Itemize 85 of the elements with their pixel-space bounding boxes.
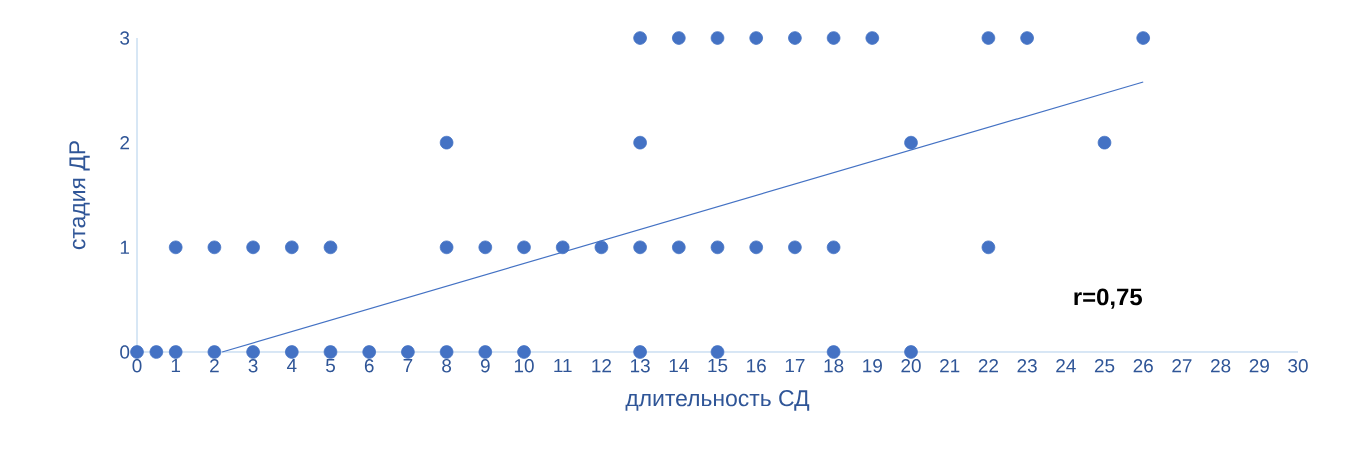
x-tick-label: 10 xyxy=(514,359,534,373)
point xyxy=(207,240,222,255)
x-tick-label: 27 xyxy=(1172,359,1192,373)
x-tick-label: 25 xyxy=(1094,359,1115,373)
x-tick-label: 17 xyxy=(785,359,805,373)
x-tick-label: 28 xyxy=(1211,359,1231,373)
annotation: r=0,75 xyxy=(1074,288,1142,309)
point xyxy=(439,240,454,255)
point xyxy=(1020,31,1034,45)
x-tick-label: 2 xyxy=(210,359,219,373)
point xyxy=(788,240,802,255)
point xyxy=(439,135,454,150)
point xyxy=(285,345,299,359)
point xyxy=(362,345,376,359)
x-tick-label: 3 xyxy=(248,359,258,373)
x-tick-label: 30 xyxy=(1288,359,1308,373)
point xyxy=(323,345,338,359)
x-tick-label: 19 xyxy=(863,359,882,373)
point xyxy=(1136,31,1150,45)
point xyxy=(517,345,531,359)
point xyxy=(149,345,164,359)
point xyxy=(981,31,996,45)
point xyxy=(710,31,725,45)
point xyxy=(168,240,183,255)
point xyxy=(633,345,647,359)
x-tick-label: 23 xyxy=(1017,359,1037,373)
x-tick-label: 29 xyxy=(1249,359,1269,373)
x-tick-label: 26 xyxy=(1133,359,1153,373)
point xyxy=(904,345,918,359)
point xyxy=(710,240,725,255)
x-tick-label: 5 xyxy=(325,359,335,373)
x-tick-label: 4 xyxy=(286,359,297,373)
point xyxy=(246,240,260,255)
point xyxy=(633,31,647,45)
x-tick-label: 15 xyxy=(708,359,728,373)
y-tick-label: 2 xyxy=(120,136,130,150)
point xyxy=(904,135,918,150)
point xyxy=(594,240,609,255)
point xyxy=(633,240,647,255)
y-tick-label: 0 xyxy=(120,345,130,359)
point xyxy=(826,31,841,45)
point xyxy=(168,345,183,359)
point xyxy=(517,240,531,255)
point xyxy=(672,240,686,255)
x-axis-title: длительность СД xyxy=(625,390,810,411)
x-tick-label: 20 xyxy=(901,359,921,373)
x-tick-label: 13 xyxy=(631,359,650,373)
point xyxy=(555,240,570,255)
point xyxy=(749,31,763,45)
point xyxy=(207,345,222,359)
point xyxy=(788,31,802,45)
point xyxy=(323,240,338,255)
x-tick-label: 24 xyxy=(1056,359,1076,373)
x-tick-label: 21 xyxy=(940,359,960,373)
x-tick-label: 11 xyxy=(554,359,572,373)
point xyxy=(865,31,880,45)
point xyxy=(710,345,725,359)
x-tick-label: 1 xyxy=(171,359,181,373)
y-tick-label: 1 xyxy=(120,240,130,254)
point xyxy=(130,345,144,359)
x-tick-label: 9 xyxy=(480,359,490,373)
point xyxy=(981,240,996,255)
point xyxy=(285,240,299,255)
x-tick-label: 6 xyxy=(364,359,374,373)
x-tick-label: 22 xyxy=(978,359,998,373)
y-tick-label: 3 xyxy=(120,31,130,45)
point xyxy=(478,240,493,255)
x-tick-label: 7 xyxy=(403,359,413,373)
point xyxy=(826,345,841,359)
x-tick-label: 12 xyxy=(592,359,611,373)
point xyxy=(633,135,647,150)
point xyxy=(826,240,841,255)
x-tick-label: 18 xyxy=(824,359,844,373)
y-axis-title: стадия ДР xyxy=(69,141,90,250)
point xyxy=(1097,135,1112,150)
x-tick-label: 14 xyxy=(669,359,689,373)
point xyxy=(439,345,454,359)
x-tick-label: 8 xyxy=(442,359,452,373)
point xyxy=(401,345,415,359)
point xyxy=(672,31,686,45)
point xyxy=(246,345,260,359)
x-tick-label: 16 xyxy=(747,359,766,373)
x-tick-label: 0 xyxy=(132,359,142,373)
point xyxy=(749,240,763,255)
point xyxy=(478,345,493,359)
